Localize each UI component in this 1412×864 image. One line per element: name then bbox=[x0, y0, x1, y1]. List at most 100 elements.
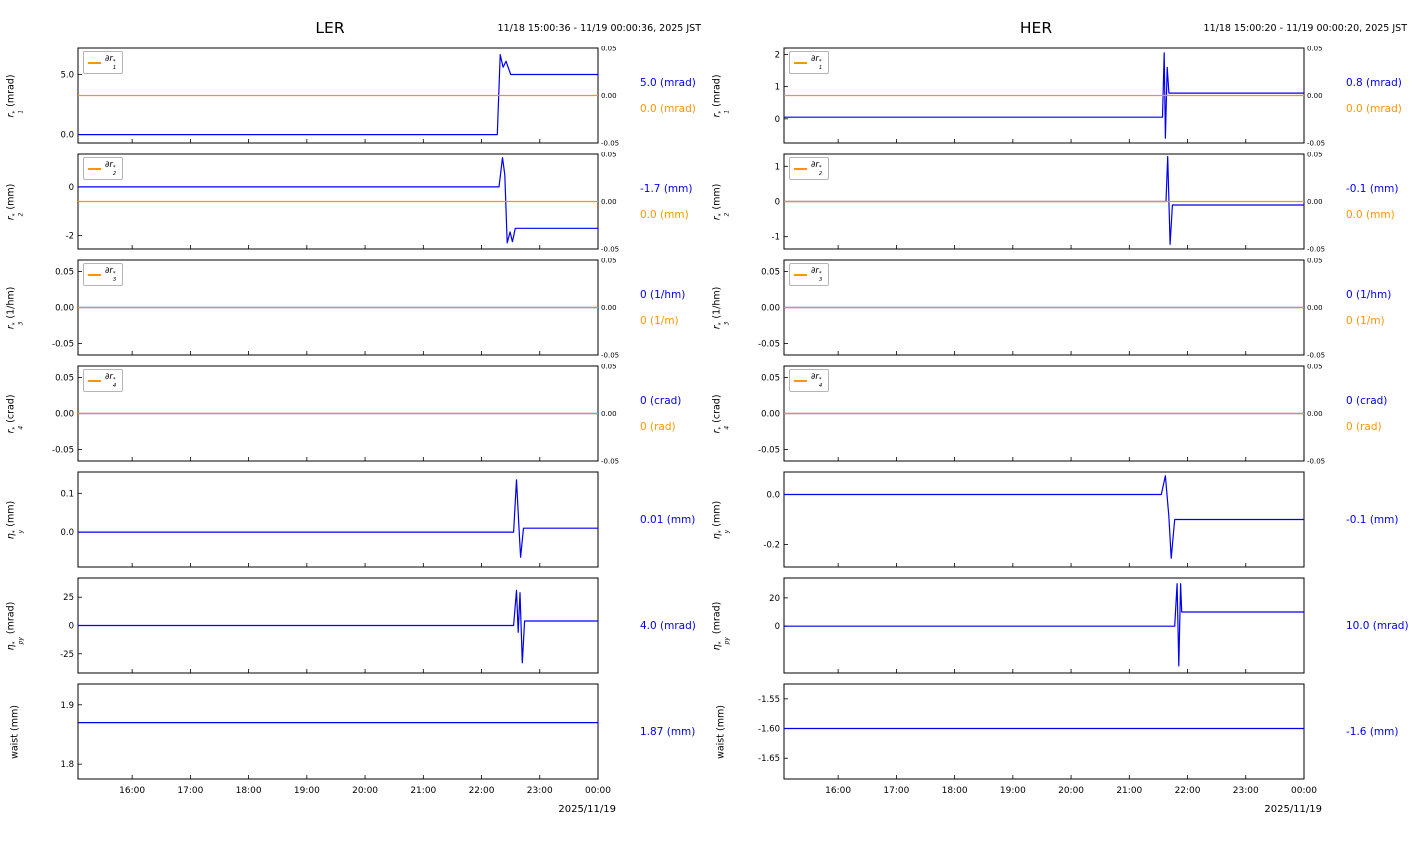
xaxis-her: 16:00 17:00 18:00 19:00 20:00 21:00 22:00 23:00… bbox=[736, 782, 1412, 801]
plot-row: waist (mm) 1.9 1.8 1.87 (mm) bbox=[0, 682, 706, 782]
math-label: ∂r * 1 bbox=[105, 54, 117, 71]
math-label: η * y (mm) bbox=[711, 500, 731, 540]
math-label: r * 3 (1/hm) bbox=[711, 286, 731, 330]
plot-svg: 2 1 0 0.05 0.00 -0.05 bbox=[775, 46, 1326, 147]
plot-svg: 0.05 0.00 -0.05 0.05 0.00 -0.05 bbox=[758, 364, 1325, 464]
right-tick-label: -0.05 bbox=[601, 458, 619, 465]
plot-area: 0.0 -0.2 bbox=[736, 470, 1336, 570]
x-axis-svg: 16:00 17:00 18:00 19:00 20:00 21:00 22:00 23:00… bbox=[119, 786, 611, 796]
right-tick-label: 0.00 bbox=[601, 92, 617, 100]
legend-line-sample bbox=[88, 273, 101, 276]
y-tick-label: 0 bbox=[775, 115, 780, 125]
y-tick-label: -1 bbox=[772, 233, 780, 243]
plot-row: r * 4 (crad) 0.05 0.00 -0.05 0.05 0.00 -0.05 ∂r * 4… bbox=[706, 364, 1412, 464]
current-value-blue: 5.0 (mrad) bbox=[640, 77, 696, 89]
plot-border bbox=[77, 471, 599, 568]
current-value-blue: 4.0 (mrad) bbox=[640, 620, 696, 632]
y-tick-label: 0.05 bbox=[55, 374, 74, 384]
y-axis-label: r * 4 (crad) bbox=[6, 394, 25, 433]
right-tick-label: -0.05 bbox=[1307, 140, 1325, 147]
legend-line-sample bbox=[88, 167, 101, 170]
ylabel-cell: waist (mm) bbox=[0, 682, 30, 782]
math-label: r * 1 (mrad) bbox=[5, 74, 25, 118]
y-tick-label: 0.1 bbox=[60, 489, 74, 499]
x-tick-label: 00:00 bbox=[585, 786, 611, 796]
right-tick-label: -0.05 bbox=[601, 352, 619, 359]
math-label: η * py (mrad) bbox=[711, 601, 731, 651]
plot-area: 20 0 bbox=[736, 576, 1336, 676]
right-tick-label: 0.05 bbox=[601, 46, 617, 53]
y-axis-label: η * y (mm) bbox=[6, 501, 25, 539]
legend-box: ∂r * 2 bbox=[789, 157, 830, 181]
right-tick-label: 0.05 bbox=[1307, 364, 1323, 371]
y-tick-label: 0.0 bbox=[60, 528, 74, 538]
y-tick-label: -0.05 bbox=[758, 445, 780, 455]
plot-area: 0.05 0.00 -0.05 0.05 0.00 -0.05 ∂r * 4 bbox=[736, 364, 1336, 464]
legend-box: ∂r * 4 bbox=[789, 369, 830, 393]
ylabel-cell: r * 2 (mm) bbox=[706, 152, 736, 252]
right-tick-label: 0.05 bbox=[601, 258, 617, 265]
time-range-ler: 11/18 15:00:36 - 11/19 00:00:36, 2025 JS… bbox=[497, 23, 701, 34]
current-value-orange: 0.0 (mrad) bbox=[640, 103, 696, 115]
ylabel-cell: r * 3 (1/hm) bbox=[706, 258, 736, 358]
xaxis-ler: 16:00 17:00 18:00 19:00 20:00 21:00 22:00 23:00… bbox=[30, 782, 706, 801]
y-tick-label: 0 bbox=[775, 622, 780, 632]
rows-her: r * 1 (mrad) 2 1 0 0.05 0.00 -0.05 ∂r * 1 0.8 (mrad)… bbox=[706, 46, 1412, 782]
y-tick-label: -1.65 bbox=[758, 754, 780, 764]
plot-area: 1 0 -1 0.05 0.00 -0.05 ∂r * 2 bbox=[736, 152, 1336, 252]
plot-svg: 1.9 1.8 bbox=[60, 683, 599, 780]
plot-svg: 0.05 0.00 -0.05 0.05 0.00 -0.05 bbox=[52, 364, 619, 465]
current-value-blue: 0 (1/hm) bbox=[1346, 289, 1392, 301]
current-value-orange: 0 (rad) bbox=[1346, 421, 1382, 433]
x-tick-label: 18:00 bbox=[942, 786, 968, 796]
header-her: HER 11/18 15:00:20 - 11/19 00:00:20, 202… bbox=[706, 14, 1412, 44]
x-tick-label: 22:00 bbox=[1175, 786, 1201, 796]
ylabel-cell: r * 4 (crad) bbox=[0, 364, 30, 464]
series-line-blue bbox=[78, 479, 598, 558]
current-value-blue: 0.8 (mrad) bbox=[1346, 77, 1402, 89]
x-tick-label: 16:00 bbox=[825, 786, 851, 796]
right-tick-label: 0.05 bbox=[601, 152, 617, 159]
legend-line-sample bbox=[794, 273, 807, 276]
plot-area: -1.55 -1.60 -1.65 bbox=[736, 682, 1336, 782]
plot-row: r * 4 (crad) 0.05 0.00 -0.05 0.05 0.00 -0.05 ∂r * 4… bbox=[0, 364, 706, 464]
legend-box: ∂r * 1 bbox=[83, 51, 124, 75]
series-line-blue bbox=[784, 583, 1304, 667]
right-tick-label: -0.05 bbox=[1307, 352, 1325, 359]
panel-her: HER 11/18 15:00:20 - 11/19 00:00:20, 202… bbox=[706, 14, 1412, 815]
math-label: ∂r * 4 bbox=[105, 372, 117, 389]
ylabel-cell: r * 4 (crad) bbox=[706, 364, 736, 464]
current-value-blue: -1.6 (mm) bbox=[1346, 726, 1399, 738]
plot-svg: -1.55 -1.60 -1.65 bbox=[758, 683, 1305, 780]
right-tick-label: 0.00 bbox=[1307, 410, 1323, 418]
plot-row: r * 3 (1/hm) 0.05 0.00 -0.05 0.05 0.00 -0.05 ∂r * 3… bbox=[706, 258, 1412, 358]
math-label: ∂r * 1 bbox=[811, 54, 823, 71]
y-tick-label: -0.05 bbox=[52, 339, 74, 349]
ylabel-cell: η * y (mm) bbox=[706, 470, 736, 570]
x-axis-svg: 16:00 17:00 18:00 19:00 20:00 21:00 22:00 23:00… bbox=[825, 786, 1317, 796]
optics-monitor-dashboard: LER 11/18 15:00:36 - 11/19 00:00:36, 202… bbox=[0, 14, 1412, 815]
legend-box: ∂r * 1 bbox=[789, 51, 830, 75]
y-tick-label: 0.0 bbox=[766, 491, 780, 501]
y-tick-label: -0.05 bbox=[758, 339, 780, 349]
current-value-blue: 0 (1/hm) bbox=[640, 289, 686, 301]
value-readouts: -1.6 (mm) bbox=[1336, 682, 1412, 782]
right-tick-label: 0.05 bbox=[1307, 152, 1323, 159]
current-value-blue: -0.1 (mm) bbox=[1346, 183, 1399, 195]
value-readouts: 0.01 (mm) bbox=[630, 470, 706, 570]
y-axis-label: η * py (mrad) bbox=[712, 602, 731, 651]
plot-area: 5.0 0.0 0.05 0.00 -0.05 ∂r * 1 bbox=[30, 46, 630, 146]
plot-row: r * 3 (1/hm) 0.05 0.00 -0.05 0.05 0.00 -0.05 ∂r * 3… bbox=[0, 258, 706, 358]
y-tick-label: 0.00 bbox=[761, 304, 780, 314]
current-value-blue: -1.7 (mm) bbox=[640, 183, 693, 195]
y-tick-label: -1.55 bbox=[758, 695, 780, 705]
right-tick-label: 0.00 bbox=[1307, 304, 1323, 312]
x-tick-label: 19:00 bbox=[1000, 786, 1026, 796]
y-tick-label: 1 bbox=[775, 83, 780, 93]
value-readouts: 0 (1/hm) 0 (1/m) bbox=[630, 258, 706, 358]
current-value-orange: 0.0 (mm) bbox=[640, 209, 689, 221]
y-axis-label: r * 3 (1/hm) bbox=[712, 287, 731, 330]
x-tick-label: 21:00 bbox=[1116, 786, 1142, 796]
current-value-blue: 0.01 (mm) bbox=[640, 514, 696, 526]
x-tick-label: 21:00 bbox=[410, 786, 436, 796]
